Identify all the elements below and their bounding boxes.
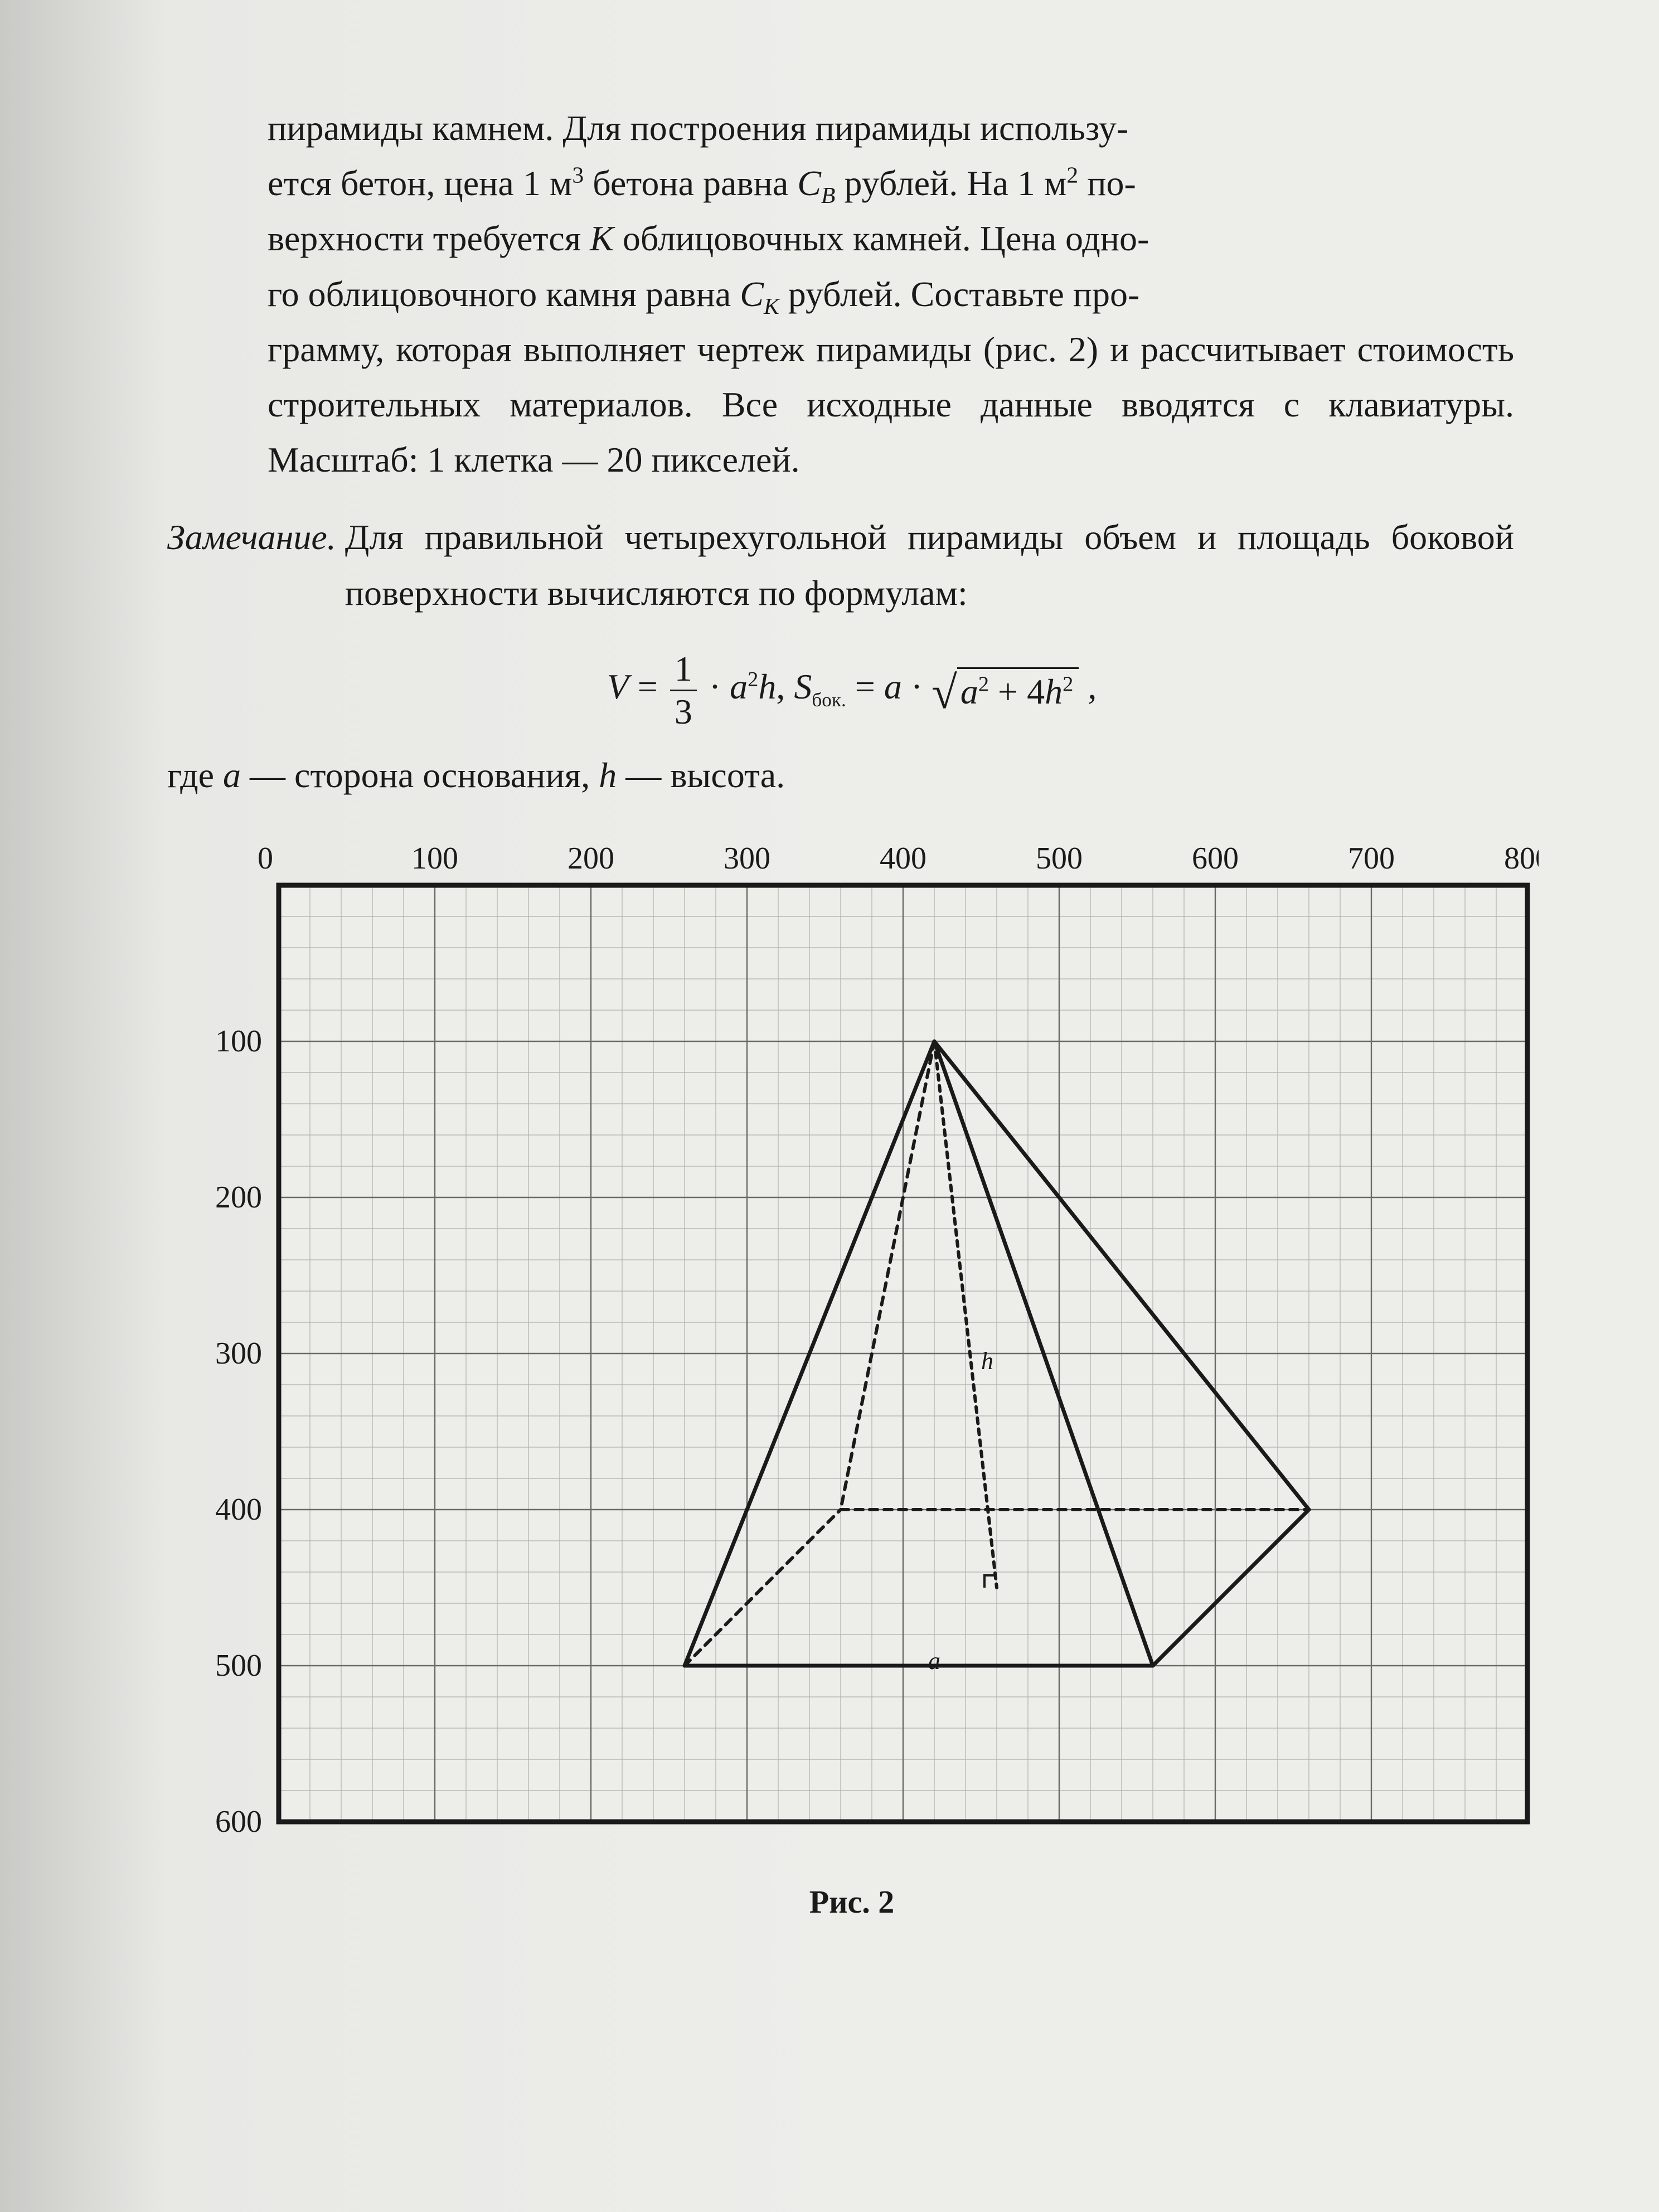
svg-text:300: 300 <box>215 1336 262 1371</box>
svg-text:600: 600 <box>1192 841 1239 876</box>
comma2: , <box>1088 667 1097 706</box>
dot: · <box>902 667 932 706</box>
var-a: a <box>730 667 748 706</box>
figure-caption: Рис. 2 <box>167 1883 1536 1920</box>
var-S: S <box>794 667 812 706</box>
text: — сторона основания, <box>241 755 599 795</box>
var-h: h <box>599 755 617 795</box>
svg-text:100: 100 <box>215 1024 262 1059</box>
text: — высота. <box>617 755 785 795</box>
var-a: a <box>223 755 241 795</box>
sub-B: B <box>821 182 835 208</box>
sub-K: K <box>764 293 779 318</box>
svg-text:600: 600 <box>215 1804 262 1839</box>
text: где <box>167 755 223 795</box>
sqrt: √ a2 + 4h2 <box>932 667 1079 714</box>
svg-text:0: 0 <box>258 841 273 876</box>
svg-text:200: 200 <box>567 841 614 876</box>
chart-container: 0 100 200 300 400 500 600 700 800 100 200 300 400 500… <box>167 818 1536 1920</box>
numerator: 1 <box>670 648 697 691</box>
var-a: a <box>884 667 902 706</box>
sup: 3 <box>572 162 584 188</box>
var-K: K <box>590 219 614 258</box>
pyramid-chart: 0 100 200 300 400 500 600 700 800 100 200 300 400 500… <box>167 818 1539 1866</box>
var-C: C <box>740 274 764 314</box>
var-h: h <box>1045 672 1063 711</box>
sup: 2 <box>978 672 989 696</box>
svg-text:a: a <box>928 1647 940 1675</box>
var-a: a <box>961 672 978 711</box>
eq: = <box>638 667 667 706</box>
sup: 2 <box>1063 672 1073 696</box>
formula: V = 1 3 · a2h, Sбок. = a · √ a2 + 4h2 , <box>167 648 1536 733</box>
svg-text:500: 500 <box>215 1648 262 1683</box>
var-C: C <box>797 163 821 203</box>
var-h: h <box>758 667 776 706</box>
fraction: 1 3 <box>670 648 697 733</box>
eq: = <box>855 667 884 706</box>
comma: , <box>776 667 794 706</box>
svg-text:500: 500 <box>1036 841 1083 876</box>
page: пирамиды камнем. Для построения пирамиды… <box>0 0 1659 2212</box>
denominator: 3 <box>670 691 697 733</box>
svg-text:400: 400 <box>215 1492 262 1527</box>
text: бетона равна <box>584 163 797 203</box>
plus: + 4 <box>989 672 1045 711</box>
sqrt-symbol: √ <box>932 670 957 716</box>
svg-text:200: 200 <box>215 1180 262 1215</box>
sub-bok: бок. <box>812 689 846 711</box>
text: по- <box>1078 163 1136 203</box>
text: ется бетон, цена 1 м <box>268 163 572 203</box>
text: рублей. На 1 м <box>835 163 1066 203</box>
text: грамму, которая выполняет чертеж пирамид… <box>268 329 1514 479</box>
note-text: Для правильной четырехугольной пирамиды … <box>345 510 1514 620</box>
problem-paragraph: пирамиды камнем. Для построения пирамиды… <box>268 100 1514 487</box>
note-label: Замечание. <box>167 510 336 620</box>
sup: 2 <box>1066 162 1078 188</box>
svg-text:700: 700 <box>1348 841 1395 876</box>
text: верхности требуется <box>268 219 590 258</box>
text: облицовочных камней. Цена одно- <box>614 219 1149 258</box>
text: го облицовочного камня равна <box>268 274 740 314</box>
svg-text:400: 400 <box>880 841 926 876</box>
text: пирамиды камнем. Для построения пирамиды… <box>268 108 1128 148</box>
sqrt-body: a2 + 4h2 <box>957 667 1079 714</box>
text: рублей. Составьте про- <box>779 274 1140 314</box>
svg-text:h: h <box>981 1347 993 1375</box>
svg-text:100: 100 <box>411 841 458 876</box>
var-V: V <box>607 667 629 706</box>
note-block: Замечание. Для правильной четырехугольно… <box>167 510 1514 620</box>
where-line: где a — сторона основания, h — высота. <box>167 755 1536 796</box>
svg-text:300: 300 <box>724 841 770 876</box>
sup: 2 <box>748 668 758 691</box>
svg-text:800: 800 <box>1504 841 1539 876</box>
dot: · <box>709 667 721 706</box>
